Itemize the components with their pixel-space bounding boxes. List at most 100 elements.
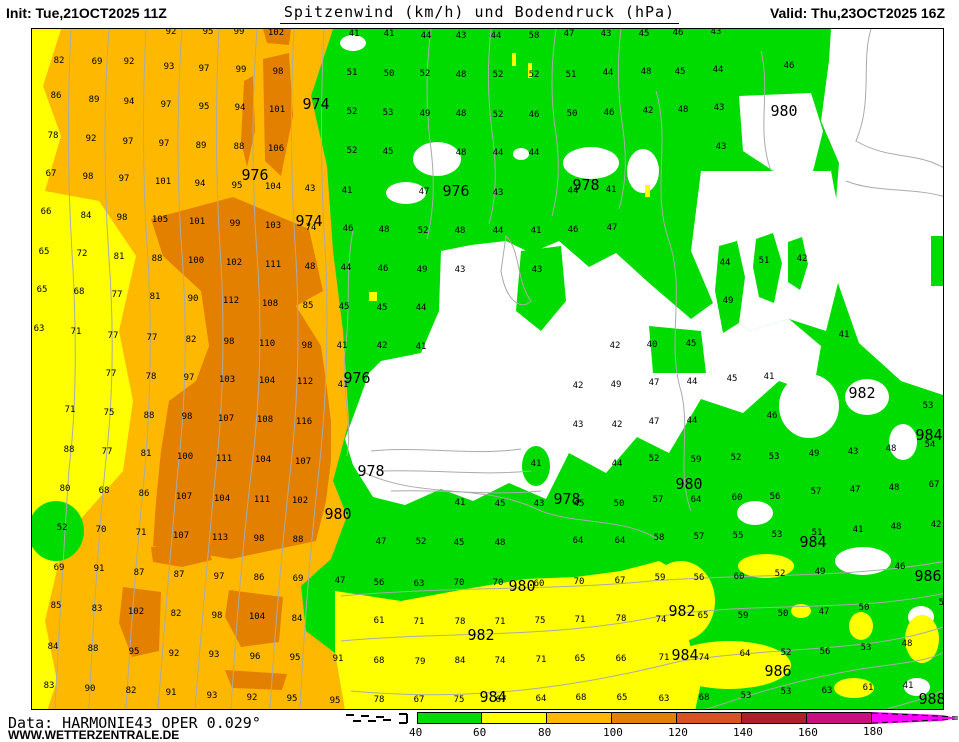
- wind-value-label: 53: [922, 401, 934, 411]
- wind-value-label: 45: [638, 29, 650, 39]
- isobar-line: [269, 29, 299, 709]
- wind-value-label: 65: [574, 654, 586, 664]
- isobar-line: [194, 29, 224, 709]
- wind-value-label: 41: [852, 525, 864, 535]
- isobar-pressure-label: 984: [671, 646, 699, 664]
- wind-value-label: 58: [653, 533, 665, 543]
- website-label: WWW.WETTERZENTRALE.DE: [8, 728, 180, 742]
- wind-value-label: 84: [454, 656, 466, 666]
- wind-value-label: 52: [648, 454, 660, 464]
- wind-value-label: 102: [127, 607, 145, 617]
- wind-value-label: 52: [492, 70, 504, 80]
- calm-region-north: [739, 93, 823, 176]
- wind-value-label: 52: [415, 537, 427, 547]
- isobar-pressure-label: 974: [302, 95, 330, 113]
- wind-value-label: 88: [151, 254, 163, 264]
- wind-value-label: 53: [740, 691, 752, 701]
- isobar-line: [551, 29, 559, 217]
- wind-value-label: 74: [494, 656, 506, 666]
- green-streak: [516, 246, 566, 331]
- wind-value-label: 107: [172, 531, 190, 541]
- wind-value-label: 60: [533, 579, 545, 589]
- wind-value-label: 51: [565, 70, 577, 80]
- wind-value-label: 92: [168, 649, 180, 659]
- country-border: [845, 180, 943, 197]
- wind-value-label: 78: [454, 617, 466, 627]
- wind-value-label: 44: [415, 303, 427, 313]
- wind-value-label: 49: [419, 109, 431, 119]
- legend-tick-label: 140: [733, 726, 753, 739]
- wind-value-label: 59: [690, 455, 702, 465]
- wind-value-label: 101: [268, 105, 286, 115]
- wind-value-label: 44: [686, 377, 698, 387]
- wind-value-label: 41: [348, 29, 360, 39]
- wind-value-label: 80: [59, 484, 71, 494]
- calm-patch: [627, 149, 659, 193]
- isobar-line: [125, 29, 151, 709]
- wind-value-label: 102: [225, 258, 243, 268]
- wind-value-label: 63: [821, 686, 833, 696]
- wind-value-label: 67: [495, 695, 507, 705]
- calm-patch: [737, 501, 773, 525]
- wind-value-label: 96: [249, 652, 261, 662]
- wind-value-label: 50: [858, 603, 870, 613]
- orange-gust-patch: [225, 590, 283, 647]
- wind-value-label: 44: [712, 65, 724, 75]
- wind-value-label: 95: [231, 181, 243, 191]
- wind-value-label: 78: [47, 131, 59, 141]
- wind-value-label: 49: [808, 449, 820, 459]
- wind-value-label: 48: [454, 226, 466, 236]
- wind-value-label: 68: [698, 693, 710, 703]
- country-border: [760, 50, 772, 172]
- wind-value-label: 65: [38, 247, 50, 257]
- isobar-line: [487, 29, 496, 225]
- wind-value-label: 106: [267, 144, 285, 154]
- river-line: [370, 448, 522, 453]
- legend-segment: 140: [733, 712, 807, 739]
- wind-value-label: 52: [419, 69, 431, 79]
- legend-segment: 100: [603, 712, 677, 739]
- wind-value-label: 64: [535, 694, 547, 704]
- orange-gust-streak: [241, 76, 255, 167]
- legend-tick-label: 60: [473, 726, 487, 739]
- wind-value-label: 48: [304, 262, 316, 272]
- wind-value-label: 45: [453, 538, 465, 548]
- isobar-pressure-label: 976: [442, 182, 470, 200]
- wind-value-label: 48: [455, 148, 467, 158]
- isobar-pressure-label: 984: [479, 688, 507, 706]
- wind-value-label: 78: [615, 614, 627, 624]
- wind-value-label: 47: [648, 417, 660, 427]
- coastline: [343, 230, 354, 457]
- wind-value-label: 48: [677, 105, 689, 115]
- wind-value-label: 86: [138, 489, 150, 499]
- wind-value-label: 81: [140, 449, 152, 459]
- wind-value-label: 60: [733, 572, 745, 582]
- yellow-speck: [528, 63, 532, 78]
- wind-value-label: 47: [563, 29, 575, 39]
- wind-value-label: 44: [602, 68, 614, 78]
- wind-value-label: 92: [165, 28, 177, 37]
- wind-value-label: 49: [416, 265, 428, 275]
- wind-value-label: 94: [234, 103, 246, 113]
- isobar-pressure-label: 978: [553, 490, 581, 508]
- wind-value-label: 41: [902, 681, 914, 691]
- wind-value-label: 81: [149, 292, 161, 302]
- isobar-line: [885, 689, 943, 709]
- wind-value-label: 97: [158, 139, 170, 149]
- wind-value-label: 71: [494, 617, 506, 627]
- wind-value-label: 71: [70, 327, 82, 337]
- wind-value-label: 53: [771, 530, 783, 540]
- wind-value-label: 49: [722, 296, 734, 306]
- orange-gust-streak: [263, 29, 291, 45]
- country-border: [655, 90, 692, 512]
- wind-value-label: 48: [378, 225, 390, 235]
- wind-value-label: 45: [382, 147, 394, 157]
- green-streak: [788, 237, 808, 290]
- wind-value-label: 48: [455, 109, 467, 119]
- isobar-pressure-label: 974: [295, 212, 323, 230]
- wind-value-label: 99: [235, 65, 247, 75]
- wind-value-label: 41: [415, 342, 427, 352]
- isobar-line: [54, 29, 76, 709]
- wind-value-label: 98: [82, 172, 94, 182]
- wind-value-label: 50: [383, 69, 395, 79]
